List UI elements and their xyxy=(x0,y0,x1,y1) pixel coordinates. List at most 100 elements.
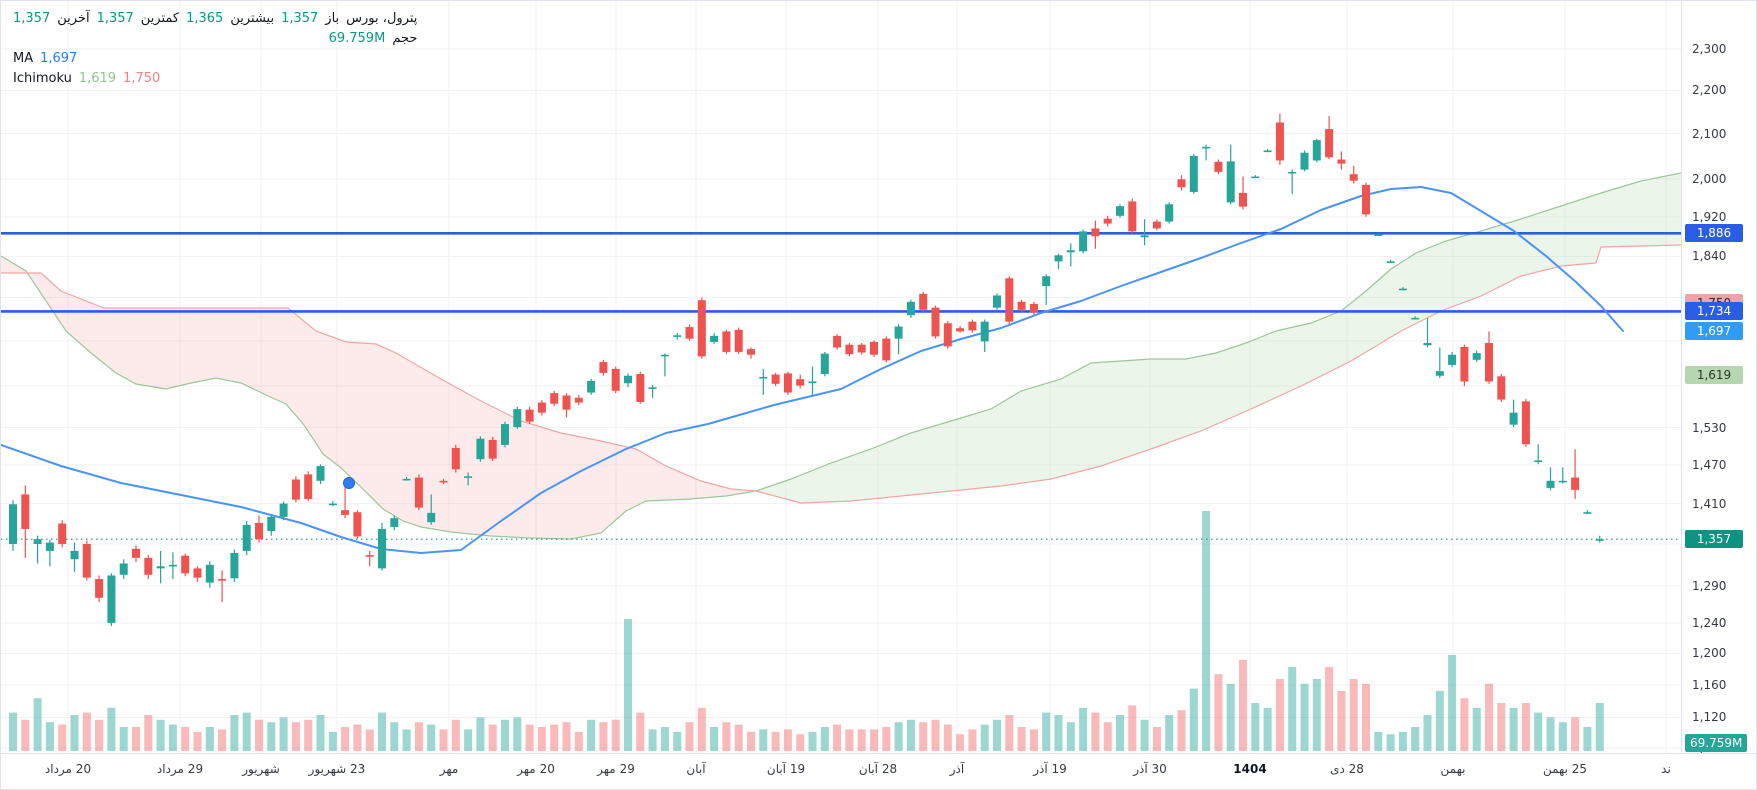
ma-indicator-label: MA xyxy=(13,51,34,66)
candle-body xyxy=(1042,276,1051,287)
volume-bar xyxy=(759,729,768,751)
last-label: آخرین xyxy=(57,11,90,26)
candle-body xyxy=(1226,161,1235,203)
candle-body xyxy=(168,564,177,567)
candle-body xyxy=(21,494,30,529)
volume-bar xyxy=(439,729,448,751)
candle-body xyxy=(870,341,878,355)
volume-bar xyxy=(279,717,288,751)
candle-body xyxy=(341,510,350,515)
candle-body xyxy=(132,548,140,558)
time-axis[interactable]: 20 مرداد 29 مرداد شهریور 23 شهریور مهر 20 مهر… xyxy=(1,753,1756,789)
volume-bar xyxy=(1509,707,1518,751)
ichimoku-senkou-a-value: 1,619 xyxy=(78,71,117,86)
ma-line xyxy=(1,186,1624,554)
price-badge: 1,886 xyxy=(1685,224,1743,243)
candle-body xyxy=(1275,122,1284,161)
candle-body xyxy=(1214,161,1223,172)
volume-bar xyxy=(943,724,952,751)
price-tick-label: 2,100 xyxy=(1692,126,1727,141)
volume-bar xyxy=(894,722,903,751)
candle-body xyxy=(624,375,632,384)
candle-body xyxy=(747,349,755,355)
candle-body xyxy=(316,466,325,481)
volume-bar xyxy=(132,727,140,751)
volume-bar xyxy=(365,729,374,751)
candle-body xyxy=(943,323,952,347)
candle-body xyxy=(685,327,694,339)
candle-body xyxy=(1239,192,1247,207)
candle-body xyxy=(1485,343,1493,382)
volume-bar xyxy=(685,722,694,751)
low-value: 1,357 xyxy=(96,11,134,26)
volume-bar xyxy=(1325,667,1334,751)
candle-body xyxy=(328,503,337,506)
candle-body xyxy=(82,543,91,578)
open-label: باز xyxy=(325,11,340,26)
candle-body xyxy=(1583,512,1592,514)
last-value: 1,357 xyxy=(13,11,51,26)
volume-bar xyxy=(734,724,743,751)
volume-bar xyxy=(624,619,632,751)
volume-bar xyxy=(230,715,239,751)
volume-bar xyxy=(21,719,30,751)
candle-body xyxy=(550,393,559,404)
candle-body xyxy=(1177,179,1186,188)
candle-body xyxy=(673,335,682,337)
time-tick-label: شهریور xyxy=(242,762,280,776)
volume-bar xyxy=(931,719,940,751)
time-tick-label: 1404 xyxy=(1233,762,1267,776)
volume-bar xyxy=(1448,655,1457,751)
price-tick-label: 1,470 xyxy=(1692,457,1727,472)
candle-body xyxy=(1534,460,1543,463)
candle-body xyxy=(1152,221,1161,229)
volume-bar xyxy=(1423,715,1432,751)
volume-bar xyxy=(451,719,460,751)
volume-bar xyxy=(919,722,928,751)
volume-bar xyxy=(1116,715,1124,751)
volume-bar xyxy=(747,731,755,751)
ichimoku-green-cloud xyxy=(756,173,1681,503)
time-tick-label: 28 دی xyxy=(1330,762,1364,776)
volume-bar xyxy=(414,722,423,751)
candle-body xyxy=(33,539,42,544)
legend-ichimoku-row: Ichimoku 1,619 1,750 xyxy=(13,71,417,86)
candle-body xyxy=(1128,201,1137,232)
volume-bar xyxy=(464,729,473,751)
candle-body xyxy=(796,379,805,386)
candle-body xyxy=(45,542,54,551)
candle-body xyxy=(9,504,17,544)
price-axis[interactable]: 2,300 2,200 2,100 2,000 1,920 1,840 1,530 1,470… xyxy=(1681,1,1756,755)
candle-body xyxy=(1558,480,1567,483)
volume-bar xyxy=(156,719,165,751)
volume-bar xyxy=(205,727,214,751)
volume-bar xyxy=(193,731,202,751)
volume-bar xyxy=(1165,715,1174,751)
candle-body xyxy=(119,563,128,575)
ma-value: 1,697 xyxy=(40,51,78,66)
volume-bar xyxy=(45,722,54,751)
volume-bar xyxy=(820,727,829,751)
volume-bar xyxy=(107,707,116,751)
volume-bar xyxy=(1312,679,1321,751)
candle-body xyxy=(1066,250,1075,253)
symbol-title: پترول، بورس xyxy=(346,11,418,26)
volume-bar xyxy=(574,731,583,751)
marker-dot[interactable] xyxy=(343,477,355,489)
candle-body xyxy=(1497,376,1506,400)
candle-body xyxy=(1325,129,1334,158)
volume-bar xyxy=(968,729,977,751)
time-tick-label: 25 بهمن xyxy=(1542,762,1588,776)
volume-bar xyxy=(1546,717,1555,751)
candle-body xyxy=(636,374,645,402)
volume-bar xyxy=(1214,674,1223,751)
candle-body xyxy=(1017,301,1026,310)
time-tick-label: آبان xyxy=(686,762,706,776)
volume-bar xyxy=(501,719,509,751)
candle-body xyxy=(648,387,657,389)
price-tick-label: 1,200 xyxy=(1692,646,1727,661)
candle-body xyxy=(783,373,792,393)
candle-body xyxy=(956,328,965,332)
senkou-a-line xyxy=(1,172,1682,540)
